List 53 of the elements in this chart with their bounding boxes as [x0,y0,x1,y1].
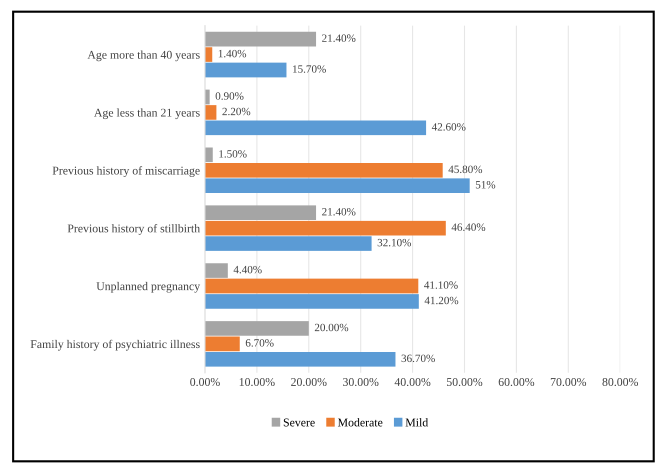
y-tick-label: Age more than 40 years [87,50,200,62]
data-label: 4.40% [234,266,262,274]
data-label: 36.70% [402,354,435,362]
bar [204,294,419,309]
legend-label: Mild [406,418,428,426]
bar [204,352,396,367]
bar [204,120,426,136]
bar [204,263,228,278]
bar [204,32,316,46]
x-tick-label: 20.00% [291,378,327,386]
bar [204,236,372,251]
y-tick-label: Family history of psychiatric illness [30,340,200,351]
bar [204,205,316,220]
data-label: 46.40% [452,223,486,231]
legend-label: Severe [284,418,315,426]
data-label: 41.20% [424,296,458,304]
data-label: 1.40% [218,50,246,58]
data-label: 15.70% [293,65,326,73]
bar [204,178,470,194]
data-label: 2.20% [222,108,250,116]
x-tick-label: 10.00% [240,378,275,386]
legend-label: Moderate [338,418,382,426]
data-label: 6.70% [246,339,274,347]
bar [204,278,418,294]
bar [204,148,213,162]
data-label: 45.80% [448,166,482,174]
y-tick-label: Previous history of miscarriage [52,166,200,177]
x-tick-label: 40.00% [394,378,430,386]
bar [204,336,240,352]
data-label: 42.60% [432,123,466,131]
data-label: 21.40% [322,34,356,42]
bar [204,47,212,62]
x-tick-label: 60.00% [498,378,534,386]
y-tick-label: Age less than 21 years [94,108,200,120]
data-label: 51% [476,180,496,189]
bar [204,62,286,78]
x-tick-label: 0.00% [190,378,220,386]
x-tick-label: 50.00% [446,378,482,386]
x-tick-label: 80.00% [602,378,638,386]
data-label: 20.00% [314,324,348,332]
data-label: 21.40% [322,208,356,216]
bar [204,321,309,336]
data-label: 1.50% [219,150,247,158]
x-tick-label: 70.00% [550,378,586,386]
data-label: 0.90% [216,92,244,100]
y-tick-label: Previous history of stillbirth [68,224,200,235]
bar [204,162,443,178]
x-tick-label: 30.00% [343,378,378,386]
bar [204,220,446,236]
bar [204,105,216,120]
data-label: 32.10% [378,238,412,246]
y-tick-label: Unplanned pregnancy [96,282,200,293]
data-label: 41.10% [424,281,458,289]
